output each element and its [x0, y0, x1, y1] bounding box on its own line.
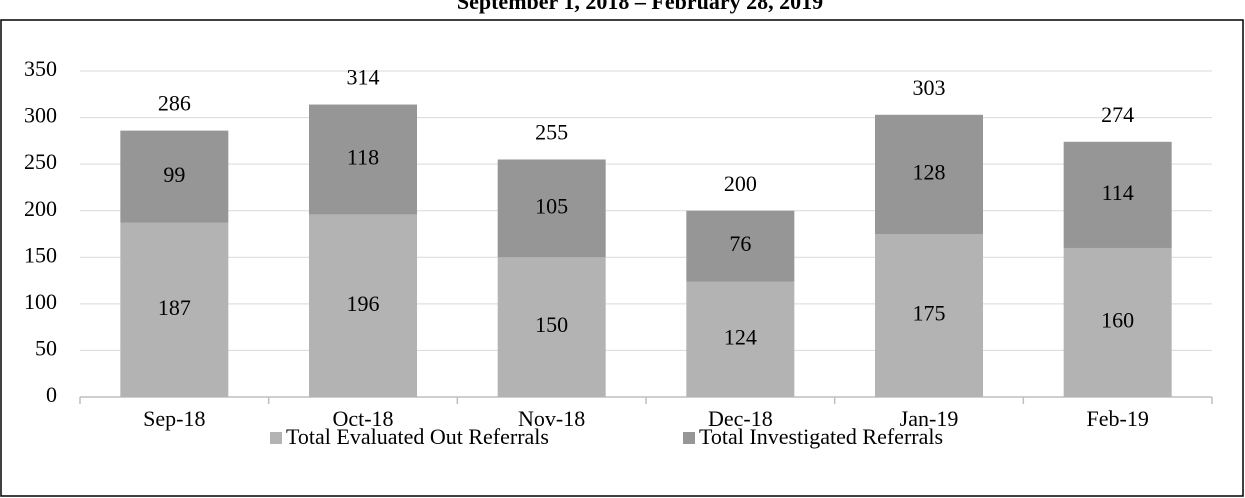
data-label: 76 — [729, 231, 751, 256]
data-label: 105 — [535, 193, 568, 218]
data-label: 99 — [163, 162, 185, 187]
total-label: 200 — [724, 171, 757, 196]
total-label: 274 — [1101, 102, 1134, 127]
data-label: 150 — [535, 312, 568, 337]
x-tick-label: Oct-18 — [332, 406, 393, 431]
y-tick-label: 150 — [24, 242, 57, 267]
total-label: 314 — [347, 65, 380, 90]
y-tick-label: 300 — [24, 103, 57, 128]
bar-segment — [309, 104, 417, 215]
data-label: 175 — [913, 301, 946, 326]
data-label: 196 — [347, 291, 380, 316]
data-label: 124 — [724, 324, 757, 349]
legend-label: Total Evaluated Out Referrals — [286, 424, 549, 449]
bar-segment — [1063, 141, 1172, 248]
bar-segment — [120, 130, 229, 223]
y-tick-label: 100 — [24, 289, 57, 314]
x-tick-label: Jan-19 — [900, 406, 959, 431]
data-label: 118 — [347, 145, 379, 170]
total-label: 255 — [535, 120, 568, 145]
legend-label: Total Investigated Referrals — [699, 424, 943, 449]
bar-segment — [120, 222, 229, 397]
y-tick-label: 350 — [24, 56, 57, 81]
legend-swatch — [683, 432, 695, 444]
y-tick-label: 250 — [24, 149, 57, 174]
total-label: 303 — [913, 75, 946, 100]
bar-segment — [686, 210, 795, 282]
data-label: 128 — [913, 159, 946, 184]
x-tick-label: Feb-19 — [1087, 406, 1149, 431]
chart-title: September 1, 2018 – February 28, 2019 — [457, 0, 823, 14]
bar-segment — [686, 281, 795, 397]
x-tick-label: Nov-18 — [518, 406, 585, 431]
bar-segment — [1063, 247, 1172, 397]
bar-segment — [309, 214, 417, 397]
x-tick-label: Dec-18 — [708, 406, 773, 431]
bar-segment — [497, 257, 606, 397]
data-label: 187 — [158, 295, 191, 320]
total-label: 286 — [158, 91, 191, 116]
y-tick-label: 200 — [24, 196, 57, 221]
data-label: 114 — [1102, 180, 1134, 205]
y-tick-label: 50 — [35, 335, 57, 360]
chart-border — [0, 19, 1244, 497]
bar-segment — [875, 234, 983, 397]
bar-segment — [875, 114, 983, 234]
legend-swatch — [270, 432, 282, 444]
x-tick-label: Sep-18 — [143, 406, 205, 431]
y-tick-label: 0 — [46, 382, 57, 407]
bar-segment — [497, 159, 606, 258]
data-label: 160 — [1101, 308, 1134, 333]
